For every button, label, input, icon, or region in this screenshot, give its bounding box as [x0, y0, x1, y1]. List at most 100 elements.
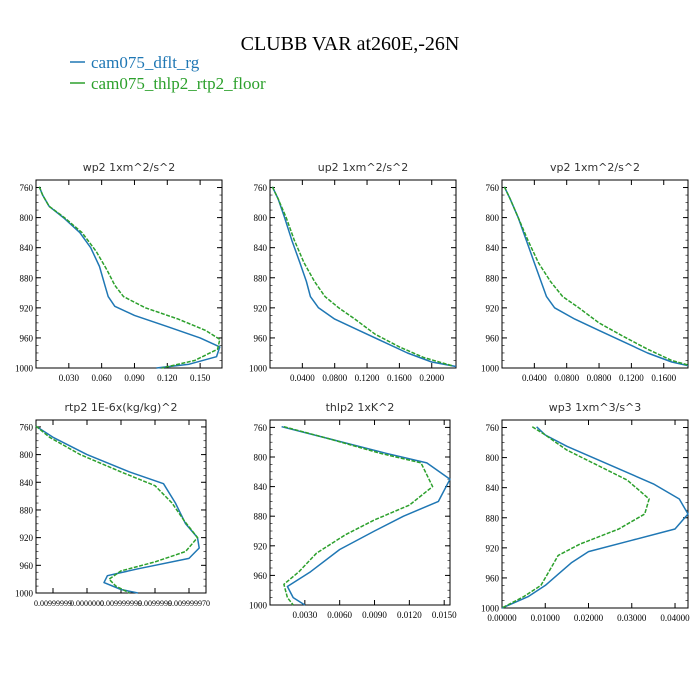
- series-line: [271, 186, 453, 367]
- x-tick-label: 0.0150: [432, 610, 457, 620]
- y-tick-label: 800: [20, 450, 34, 460]
- y-tick-label: 760: [254, 183, 268, 193]
- panel-title: rtp2 1E-6x(kg/kg)^2: [65, 401, 178, 414]
- y-tick-label: 920: [254, 303, 268, 313]
- panel-6: wp3 1xm^3/s^3 760 800 840 880 920 960 10000.000…: [481, 401, 690, 623]
- series-line: [501, 426, 689, 609]
- x-tick-label: 0.090: [124, 373, 145, 383]
- y-tick-label: 880: [254, 273, 268, 283]
- series-line: [283, 425, 434, 606]
- panel-title: wp2 1xm^2/s^2: [83, 161, 176, 174]
- y-tick-label: 840: [20, 478, 34, 488]
- y-tick-label: 920: [20, 533, 34, 543]
- x-tick-label: 0.0800: [554, 373, 579, 383]
- x-tick-label: 0.0060: [327, 610, 352, 620]
- y-tick-label: 1000: [15, 364, 34, 374]
- y-tick-label: 920: [254, 541, 268, 551]
- series-line: [501, 426, 650, 609]
- y-tick-label: 1000: [481, 364, 500, 374]
- series-line: [35, 425, 200, 594]
- y-tick-label: 760: [20, 183, 34, 193]
- series-line: [38, 186, 221, 369]
- panel-title: up2 1xm^2/s^2: [318, 161, 409, 174]
- x-tick-label: 0.0099999: [138, 599, 172, 608]
- y-tick-label: 880: [20, 273, 34, 283]
- x-tick-label: 0.009999999: [100, 599, 142, 608]
- y-tick-label: 760: [254, 423, 268, 433]
- panel-3: vp2 1xm^2/s^2 760 800 840 880 920 960 1000 0.040…: [481, 161, 689, 383]
- y-tick-label: 960: [486, 573, 500, 583]
- x-tick-label: 0.04000: [660, 613, 690, 623]
- panel-frame: [269, 179, 457, 369]
- y-tick-label: 760: [486, 183, 500, 193]
- legend-label-2: cam075_thlp2_rtp2_floor: [91, 74, 266, 93]
- y-tick-label: 920: [20, 303, 34, 313]
- y-tick-label: 880: [486, 273, 500, 283]
- x-tick-label: 0.060: [92, 373, 113, 383]
- x-tick-label: 0.0030: [292, 610, 317, 620]
- y-tick-label: 960: [254, 571, 268, 581]
- x-tick-label: 0.0800: [587, 373, 612, 383]
- x-tick-label: 0.009999970: [168, 599, 210, 608]
- x-tick-label: 0.150: [190, 373, 211, 383]
- panel-title: vp2 1xm^2/s^2: [550, 161, 640, 174]
- legend: cam075_dflt_rg cam075_thlp2_rtp2_floor: [70, 53, 266, 93]
- panel-title: wp3 1xm^3/s^3: [549, 401, 642, 414]
- y-tick-label: 960: [486, 333, 500, 343]
- panel-2: up2 1xm^2/s^2 760 800 840 880 920 960 1000 0.040…: [249, 161, 457, 383]
- x-tick-label: 0.120: [157, 373, 178, 383]
- panel-frame: [269, 419, 451, 606]
- y-tick-label: 1000: [249, 601, 268, 611]
- y-tick-label: 840: [20, 243, 34, 253]
- y-tick-label: 960: [20, 561, 34, 571]
- series-line: [271, 186, 457, 368]
- y-tick-label: 1000: [481, 604, 500, 614]
- x-tick-label: 0.0000000: [70, 599, 104, 608]
- y-tick-label: 840: [486, 243, 500, 253]
- x-tick-label: 0.0090: [362, 610, 387, 620]
- x-tick-label: 0.00000: [487, 613, 517, 623]
- panel-4: rtp2 1E-6x(kg/kg)^2 760 800 840 880 920 960 100…: [15, 401, 210, 608]
- y-tick-label: 840: [254, 482, 268, 492]
- panel-5: thlp2 1xK^2 760 800 840 880 920 960 1000 0.0030 0…: [249, 401, 457, 620]
- x-tick-label: 0.0400: [290, 373, 315, 383]
- x-tick-label: 0.030: [59, 373, 80, 383]
- figure-title: CLUBB VAR at260E,-26N: [241, 33, 460, 55]
- panel-frame: [35, 419, 207, 594]
- series-line: [503, 186, 689, 367]
- x-tick-label: 0.1600: [387, 373, 412, 383]
- y-tick-label: 1000: [249, 364, 268, 374]
- panel-frame: [35, 179, 223, 369]
- y-tick-label: 800: [486, 453, 500, 463]
- y-tick-label: 840: [254, 243, 268, 253]
- x-tick-label: 0.1200: [619, 373, 644, 383]
- panel-title: thlp2 1xK^2: [326, 401, 395, 414]
- series-line: [503, 186, 689, 366]
- panels: wp2 1xm^2/s^2 760 800 840 880 920 960 1000 0.030…: [15, 161, 690, 623]
- x-tick-label: 0.00999999: [34, 599, 72, 608]
- x-tick-label: 0.0120: [397, 610, 422, 620]
- panel-frame: [501, 419, 689, 609]
- x-tick-label: 0.0400: [522, 373, 547, 383]
- y-tick-label: 760: [20, 422, 34, 432]
- legend-label-1: cam075_dflt_rg: [91, 53, 200, 72]
- y-tick-label: 800: [254, 453, 268, 463]
- panel-frame: [501, 179, 689, 369]
- x-tick-label: 0.01000: [531, 613, 561, 623]
- series-line: [281, 425, 451, 606]
- y-tick-label: 840: [486, 483, 500, 493]
- y-tick-label: 960: [254, 333, 268, 343]
- y-tick-label: 880: [254, 512, 268, 522]
- y-tick-label: 800: [254, 213, 268, 223]
- y-tick-label: 880: [486, 513, 500, 523]
- y-tick-label: 920: [486, 543, 500, 553]
- series-line: [38, 186, 221, 369]
- y-tick-label: 920: [486, 303, 500, 313]
- series-line: [35, 425, 199, 594]
- x-tick-label: 0.1200: [355, 373, 380, 383]
- panel-1: wp2 1xm^2/s^2 760 800 840 880 920 960 1000 0.030…: [15, 161, 223, 383]
- x-tick-label: 0.03000: [617, 613, 647, 623]
- y-tick-label: 1000: [15, 589, 34, 599]
- x-tick-label: 0.1600: [651, 373, 676, 383]
